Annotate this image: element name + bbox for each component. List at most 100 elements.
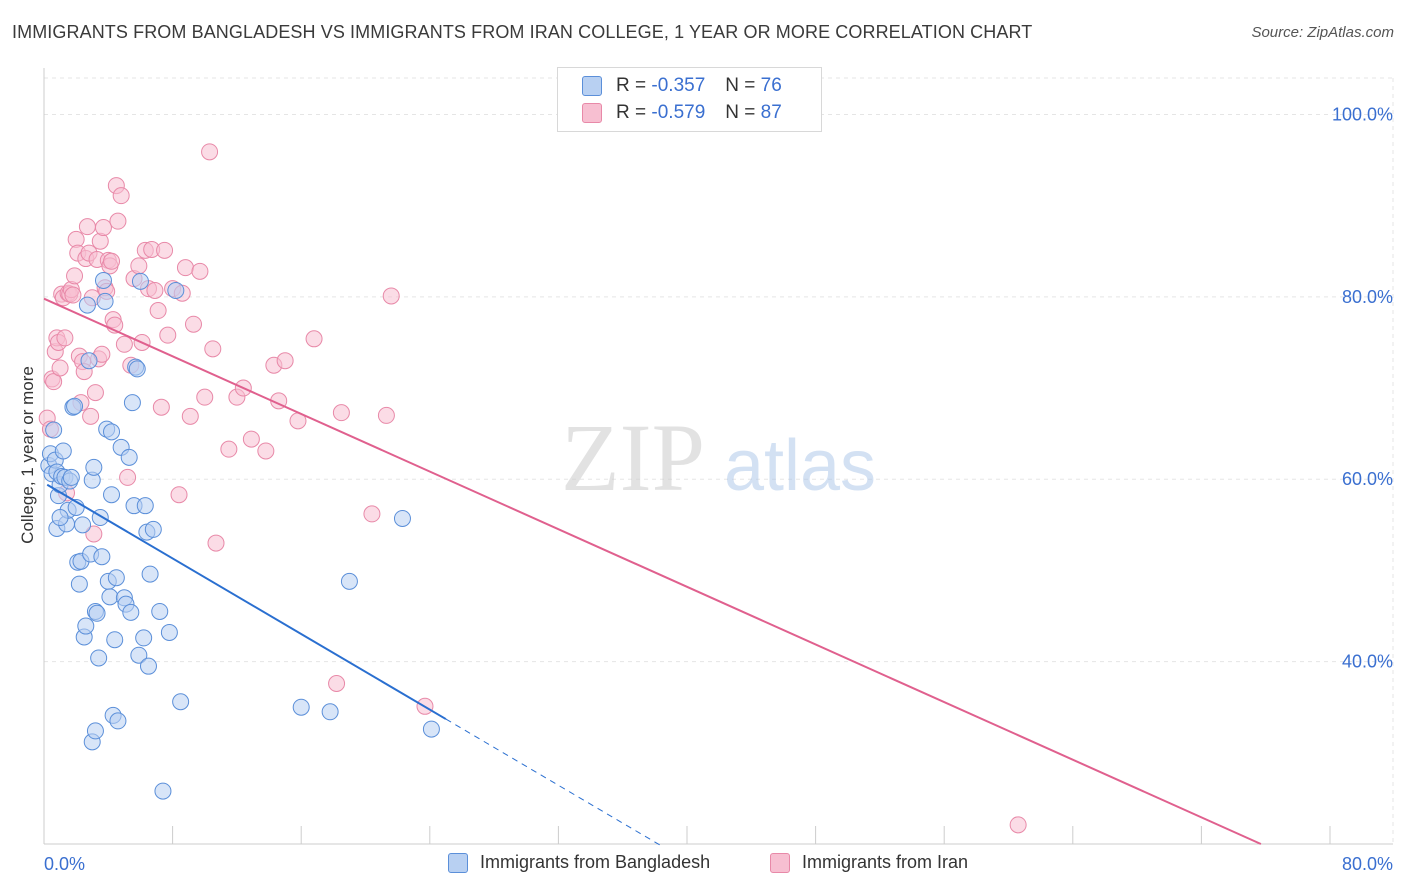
bangladesh-point [74, 516, 92, 534]
y-tick-label: 60.0% [1342, 469, 1393, 489]
iran-point [115, 335, 133, 353]
iran-point [78, 218, 96, 236]
bangladesh-point [292, 698, 310, 716]
r-label: R = [616, 102, 647, 123]
iran-point [201, 143, 219, 161]
iran-point [207, 534, 225, 552]
bangladesh-point [131, 272, 149, 290]
legend-item-iran[interactable]: Immigrants from Iran [770, 852, 968, 873]
iran-point [56, 329, 74, 347]
iran-point [332, 404, 350, 422]
y-tick-label: 80.0% [1342, 287, 1393, 307]
bangladesh-point [135, 629, 153, 647]
bangladesh-point [45, 421, 63, 439]
iran-point [85, 525, 103, 543]
bangladesh-legend-swatch [448, 852, 468, 873]
bangladesh-point [94, 271, 112, 289]
iran-point [176, 259, 194, 277]
bangladesh-point [93, 548, 111, 566]
iran-point [82, 407, 100, 425]
legend-label-bangladesh: Immigrants from Bangladesh [480, 852, 711, 872]
iran-point [159, 326, 177, 344]
legend-label-iran: Immigrants from Iran [802, 852, 969, 872]
n-value-bangladesh: 76 [760, 75, 782, 96]
bangladesh-swatch [582, 76, 602, 96]
bangladesh-point [172, 693, 190, 711]
iran-points [38, 143, 1027, 834]
bangladesh-point [340, 572, 358, 590]
iran-point [112, 187, 130, 205]
iran-point [305, 330, 323, 348]
iran-point [94, 219, 112, 237]
bangladesh-point [51, 509, 69, 527]
iran-point [204, 340, 222, 358]
r-label: R = [616, 75, 647, 96]
bangladesh-trend-line [46, 483, 447, 720]
bangladesh-point [101, 588, 119, 606]
bangladesh-point [90, 649, 108, 667]
chart-title: IMMIGRANTS FROM BANGLADESH VS IMMIGRANTS… [12, 22, 1033, 42]
n-label: N = [725, 102, 756, 123]
iran-swatch [582, 103, 602, 123]
iran-point [170, 486, 188, 504]
bangladesh-point [128, 360, 146, 378]
watermark: ZIP atlas [561, 404, 876, 511]
bangladesh-point [144, 520, 162, 538]
legend-row-bangladesh: R = -0.357 N = 76 [582, 73, 782, 99]
bangladesh-point [96, 292, 114, 310]
y-tick-label: 40.0% [1342, 652, 1393, 672]
bangladesh-trend-extension [445, 718, 664, 848]
iran-point [181, 407, 199, 425]
bangladesh-point [422, 720, 440, 738]
iran-point [382, 287, 400, 305]
n-label: N = [725, 75, 756, 96]
y-tick-label: 100.0% [1332, 104, 1393, 124]
bangladesh-point [106, 631, 124, 649]
bangladesh-point [136, 497, 154, 515]
bangladesh-point [160, 623, 178, 641]
legend-item-bangladesh[interactable]: Immigrants from Bangladesh [448, 852, 710, 873]
source-label: Source: ZipAtlas.com [1251, 24, 1394, 41]
iran-point [242, 430, 260, 448]
iran-point [152, 398, 170, 416]
bangladesh-point [139, 657, 157, 675]
iran-point [103, 252, 121, 270]
bangladesh-point [167, 281, 185, 299]
iran-point [45, 373, 63, 391]
series-legend: Immigrants from Bangladesh Immigrants fr… [0, 852, 1406, 878]
iran-point [119, 468, 137, 486]
x-tick-label: 80.0% [1342, 854, 1393, 874]
bangladesh-point [78, 296, 96, 314]
bangladesh-point [77, 617, 95, 635]
legend-row-iran: R = -0.579 N = 87 [582, 100, 782, 126]
bangladesh-point [393, 509, 411, 527]
watermark-zip: ZIP [561, 404, 705, 511]
iran-point [149, 302, 167, 320]
r-value-bangladesh: -0.357 [651, 75, 706, 96]
bangladesh-point [85, 458, 103, 476]
iran-point [156, 241, 174, 259]
bangladesh-point [109, 712, 127, 730]
bangladesh-points [40, 271, 440, 800]
iran-point [184, 315, 202, 333]
bangladesh-point [88, 604, 106, 622]
iran-legend-swatch [770, 852, 790, 873]
iran-point [328, 675, 346, 693]
iran-point [276, 352, 294, 370]
watermark-atlas: atlas [724, 426, 876, 506]
bangladesh-point [103, 486, 121, 504]
gridlines [44, 77, 1394, 844]
correlation-legend: R = -0.357 N = 76 R = -0.579 N = 87 [557, 67, 822, 132]
bangladesh-point [62, 468, 80, 486]
bangladesh-point [321, 703, 339, 721]
iran-point [146, 281, 164, 299]
trend-lines [43, 297, 1262, 848]
r-value-iran: -0.579 [651, 102, 706, 123]
iran-point [130, 257, 148, 275]
iran-point [86, 384, 104, 402]
iran-trend-line [43, 297, 1262, 845]
bangladesh-point [123, 394, 141, 412]
iran-point [363, 505, 381, 523]
iran-point [1009, 816, 1027, 834]
